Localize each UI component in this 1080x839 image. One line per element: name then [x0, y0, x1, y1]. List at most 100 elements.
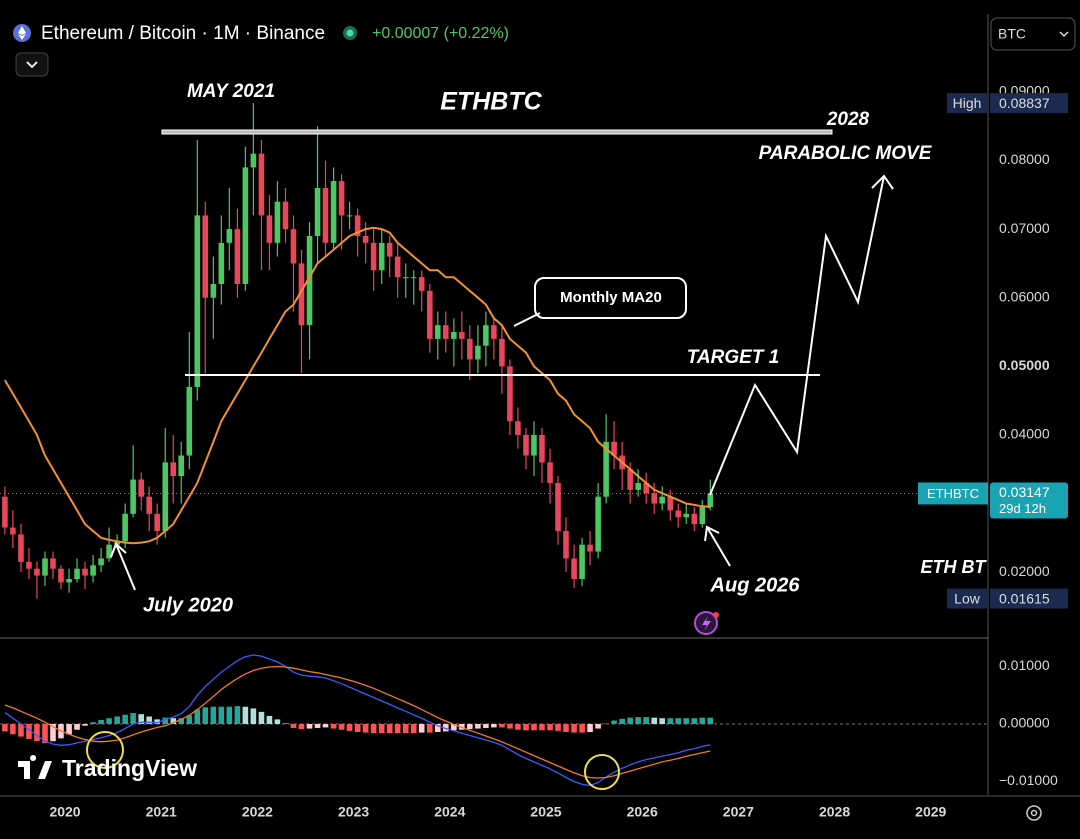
july-arrow [115, 543, 136, 591]
resistance-line [161, 129, 833, 135]
histogram-bar [274, 719, 281, 724]
candle-body [154, 513, 160, 531]
last-price-tag [918, 482, 988, 505]
histogram-bar [194, 709, 201, 724]
histogram-bar [170, 718, 177, 724]
candle-body [98, 558, 104, 566]
histogram-bar [619, 718, 625, 724]
candle-body [242, 167, 249, 285]
histogram-bar [667, 718, 674, 724]
event-icon-dot [713, 612, 719, 618]
y-tick-label: 0.07000 [999, 220, 1050, 236]
candle-body [194, 215, 201, 387]
collapse-button[interactable] [15, 52, 49, 77]
ma-callout-label: Monthly MA20 [560, 289, 662, 306]
candle-body [491, 325, 497, 339]
high-tag [947, 93, 987, 114]
histogram-bar [434, 723, 441, 733]
candle-body [707, 493, 714, 507]
candle-body [178, 455, 185, 477]
histogram-bar [571, 723, 577, 733]
x-tick-label: 2026 [627, 804, 658, 820]
candle-body [18, 534, 24, 562]
histogram-bar [394, 723, 401, 734]
y-tick-label: 0.08000 [999, 151, 1050, 167]
candle-body [507, 366, 513, 422]
histogram-bar [515, 723, 521, 730]
low-value-tag [990, 588, 1068, 609]
candle-body [483, 325, 489, 346]
candle-body [451, 332, 457, 339]
histogram-bar [699, 717, 706, 724]
candle-body [635, 482, 641, 490]
x-tick-label: 2027 [723, 804, 754, 820]
candle-body [579, 544, 585, 580]
y-tick-label: 0.06000 [999, 288, 1050, 304]
y-tick-label: 0.05000 [999, 357, 1050, 373]
candle-body [234, 229, 241, 285]
annotation: 2028 [826, 109, 870, 130]
x-tick-label: 2023 [338, 804, 369, 820]
candle-body [386, 242, 393, 257]
candle-body [523, 434, 529, 456]
candle-body [138, 479, 145, 497]
histogram-bar [234, 706, 241, 724]
candle-body [683, 513, 690, 518]
candle-body [675, 510, 682, 518]
low-tag [947, 588, 987, 609]
histogram-bar [130, 713, 136, 724]
candle-body [370, 242, 377, 271]
candle-body [418, 277, 425, 291]
axes: 0.090000.080000.070000.060000.050000.040… [49, 83, 1068, 820]
highlight-circle [86, 731, 124, 769]
histogram-bar [82, 723, 88, 726]
histogram-bar [418, 723, 425, 733]
histogram-bar [106, 718, 112, 724]
annotation: ETH BT [921, 557, 988, 577]
currency-label: BTC [998, 26, 1026, 42]
histogram-bar [426, 723, 433, 733]
watermark-text: TradingView [62, 755, 197, 781]
histogram-bar [531, 723, 537, 731]
histogram-bar [210, 706, 217, 724]
ma-line [4, 226, 711, 545]
candle-body [114, 541, 120, 545]
histogram-bar [659, 718, 665, 724]
histogram-bar [467, 723, 473, 730]
x-tick-label: 2029 [915, 804, 946, 820]
collapse-chevron [26, 61, 38, 69]
histogram-bar [362, 723, 369, 733]
histogram-bar [298, 723, 305, 730]
settings-icon[interactable] [1026, 805, 1042, 821]
x-tick-label: 2021 [146, 804, 177, 820]
histogram-bar [651, 717, 658, 724]
histogram-bar [258, 711, 265, 724]
macd-tick-label: 0.01000 [999, 657, 1050, 673]
candle-body [258, 153, 265, 216]
high-value-tag [990, 93, 1068, 114]
annotation: PARABOLIC MOVE [759, 143, 933, 164]
candle-body [394, 256, 401, 278]
histogram-bar [306, 723, 313, 729]
annotation: July 2020 [143, 594, 233, 616]
event-icon[interactable] [694, 611, 719, 635]
histogram-bar [595, 723, 601, 729]
aug-arrowhead [704, 525, 720, 542]
annotation: Aug 2026 [710, 574, 801, 596]
histogram-bar [34, 723, 40, 742]
macd-tick-label: −0.01000 [999, 772, 1058, 788]
candle-body [378, 242, 385, 271]
candle-body [210, 284, 217, 298]
currency-select[interactable] [990, 17, 1076, 51]
candle-body [571, 558, 577, 580]
histogram-bar [603, 723, 609, 724]
histogram-bar [266, 715, 273, 724]
histogram-bar [442, 723, 449, 732]
event-icon-bolt [702, 616, 711, 631]
candle-body [699, 506, 706, 525]
histogram-bar [338, 723, 345, 730]
histogram-bar [499, 723, 505, 728]
settings-gear[interactable] [1026, 805, 1042, 821]
